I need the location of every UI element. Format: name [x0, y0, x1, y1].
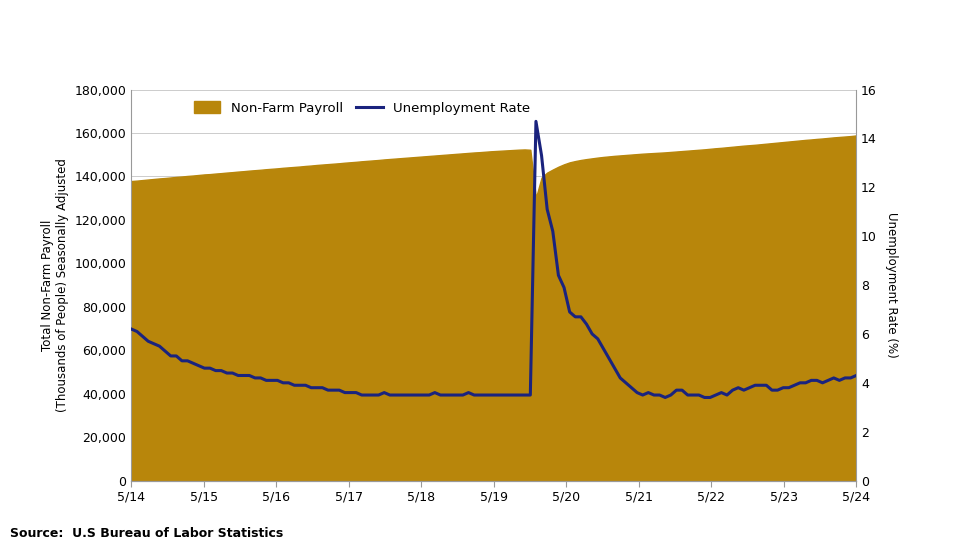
Y-axis label: Unemployment Rate (%): Unemployment Rate (%) [885, 212, 898, 358]
Text: Total Non-Farm Payrolls and Unemployment Rate: Total Non-Farm Payrolls and Unemployment… [12, 25, 666, 49]
Legend: Non-Farm Payroll, Unemployment Rate: Non-Farm Payroll, Unemployment Rate [189, 96, 535, 120]
Y-axis label: Total Non-Farm Payroll
(Thousands of People) Seasonally Adjusted: Total Non-Farm Payroll (Thousands of Peo… [41, 158, 69, 412]
Text: Source:  U.S Bureau of Labor Statistics: Source: U.S Bureau of Labor Statistics [10, 527, 283, 540]
